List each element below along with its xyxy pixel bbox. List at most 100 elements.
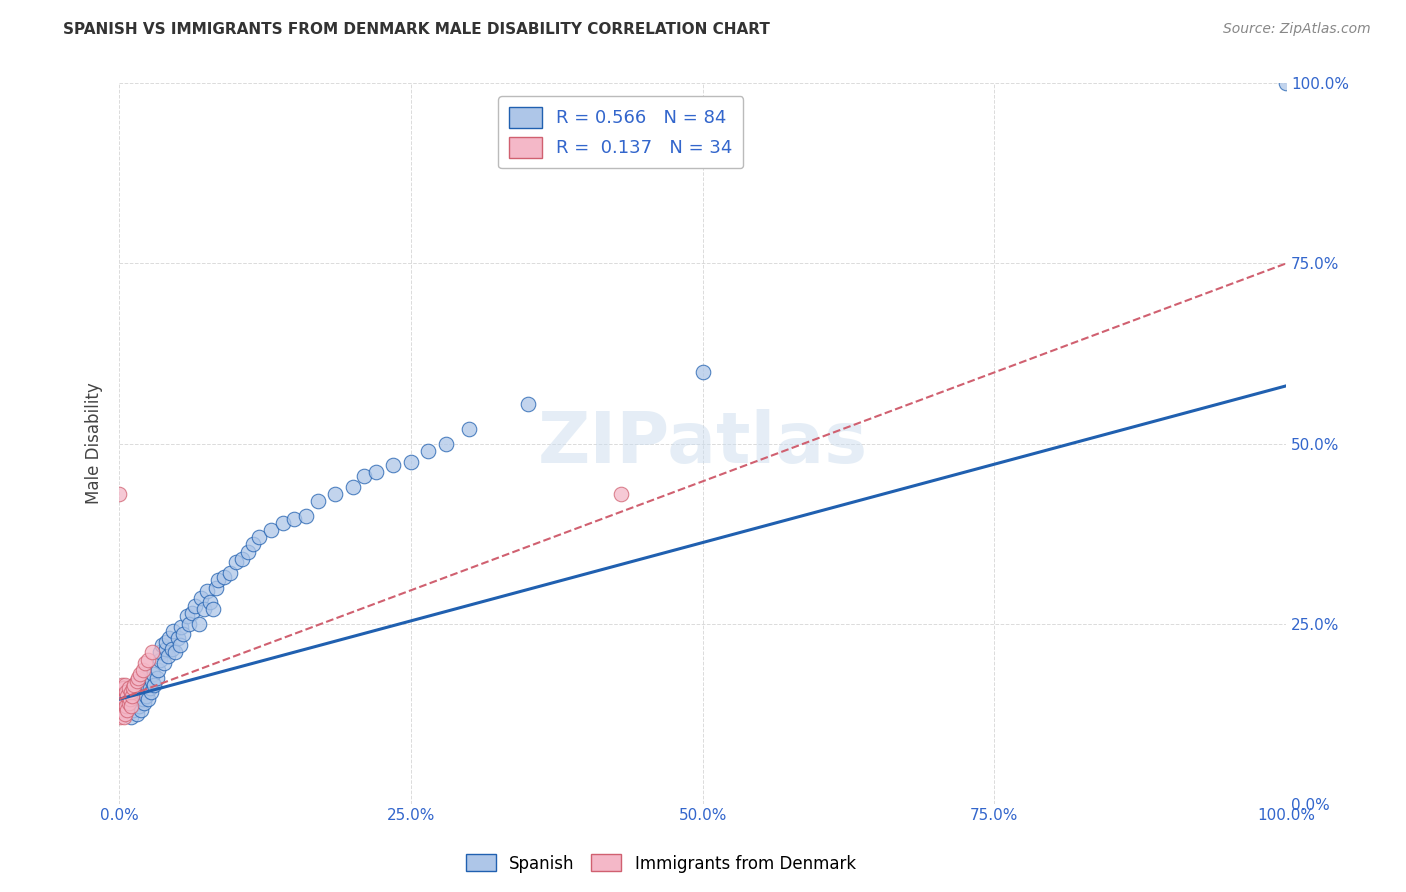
Y-axis label: Male Disability: Male Disability [86, 383, 103, 504]
Point [111, 681, 134, 696]
Point [131, 678, 153, 692]
Point [138, 681, 160, 696]
Point [342, 480, 364, 494]
Point [115, 685, 138, 699]
Point [129, 667, 152, 681]
Point [169, 638, 191, 652]
Point [122, 681, 145, 696]
Text: Source: ZipAtlas.com: Source: ZipAtlas.com [1223, 22, 1371, 37]
Point [170, 620, 193, 634]
Point [115, 699, 138, 714]
Point [516, 397, 538, 411]
Point [117, 681, 139, 696]
Point [111, 692, 134, 706]
Point [610, 487, 633, 501]
Point [260, 523, 283, 537]
Point [129, 692, 152, 706]
Point [139, 685, 162, 699]
Point [190, 591, 212, 606]
Point [176, 609, 198, 624]
Point [108, 487, 131, 501]
Point [195, 584, 218, 599]
Point [131, 692, 153, 706]
Point [247, 530, 270, 544]
Point [111, 703, 134, 717]
Point [193, 602, 215, 616]
Point [236, 544, 259, 558]
Point [165, 645, 187, 659]
Point [117, 689, 139, 703]
Point [131, 664, 153, 678]
Point [207, 574, 229, 588]
Point [121, 689, 143, 703]
Point [117, 689, 139, 703]
Point [179, 616, 201, 631]
Point [146, 664, 169, 678]
Point [110, 685, 132, 699]
Point [134, 671, 156, 685]
Point [128, 681, 150, 696]
Point [114, 678, 136, 692]
Point [160, 641, 183, 656]
Point [134, 656, 156, 670]
Point [134, 685, 156, 699]
Point [184, 599, 207, 613]
Point [1275, 77, 1298, 91]
Point [143, 678, 166, 692]
Point [323, 487, 346, 501]
Point [120, 685, 142, 699]
Point [141, 674, 163, 689]
Point [166, 631, 188, 645]
Point [271, 516, 294, 530]
Text: ZIPatlas: ZIPatlas [537, 409, 868, 478]
Point [141, 645, 163, 659]
Point [110, 710, 132, 724]
Point [152, 656, 174, 670]
Point [125, 706, 148, 721]
Point [114, 692, 136, 706]
Point [122, 703, 145, 717]
Point [138, 692, 160, 706]
Point [114, 706, 136, 721]
Point [110, 678, 132, 692]
Point [399, 454, 422, 468]
Point [162, 624, 184, 638]
Point [201, 602, 224, 616]
Text: SPANISH VS IMMIGRANTS FROM DENMARK MALE DISABILITY CORRELATION CHART: SPANISH VS IMMIGRANTS FROM DENMARK MALE … [63, 22, 770, 37]
Point [117, 681, 139, 696]
Point [108, 696, 131, 710]
Point [180, 606, 202, 620]
Point [125, 674, 148, 689]
Point [364, 466, 387, 480]
Point [225, 555, 247, 569]
Point [157, 648, 180, 663]
Point [214, 570, 236, 584]
Point [131, 703, 153, 717]
Point [135, 689, 157, 703]
Legend: R = 0.566   N = 84, R =  0.137   N = 34: R = 0.566 N = 84, R = 0.137 N = 34 [499, 96, 744, 169]
Point [136, 678, 159, 692]
Point [307, 494, 329, 508]
Point [132, 696, 155, 710]
Point [124, 685, 146, 699]
Point [121, 696, 143, 710]
Point [283, 512, 305, 526]
Point [127, 671, 149, 685]
Point [127, 696, 149, 710]
Point [125, 689, 148, 703]
Point [118, 692, 141, 706]
Point [353, 469, 375, 483]
Point [418, 443, 440, 458]
Point [205, 581, 228, 595]
Point [242, 537, 264, 551]
Point [128, 699, 150, 714]
Point [120, 710, 142, 724]
Point [200, 595, 222, 609]
Point [172, 627, 194, 641]
Point [112, 681, 135, 696]
Point [138, 652, 160, 666]
Point [382, 458, 405, 472]
Point [145, 671, 167, 685]
Point [124, 678, 146, 692]
Point [120, 685, 142, 699]
